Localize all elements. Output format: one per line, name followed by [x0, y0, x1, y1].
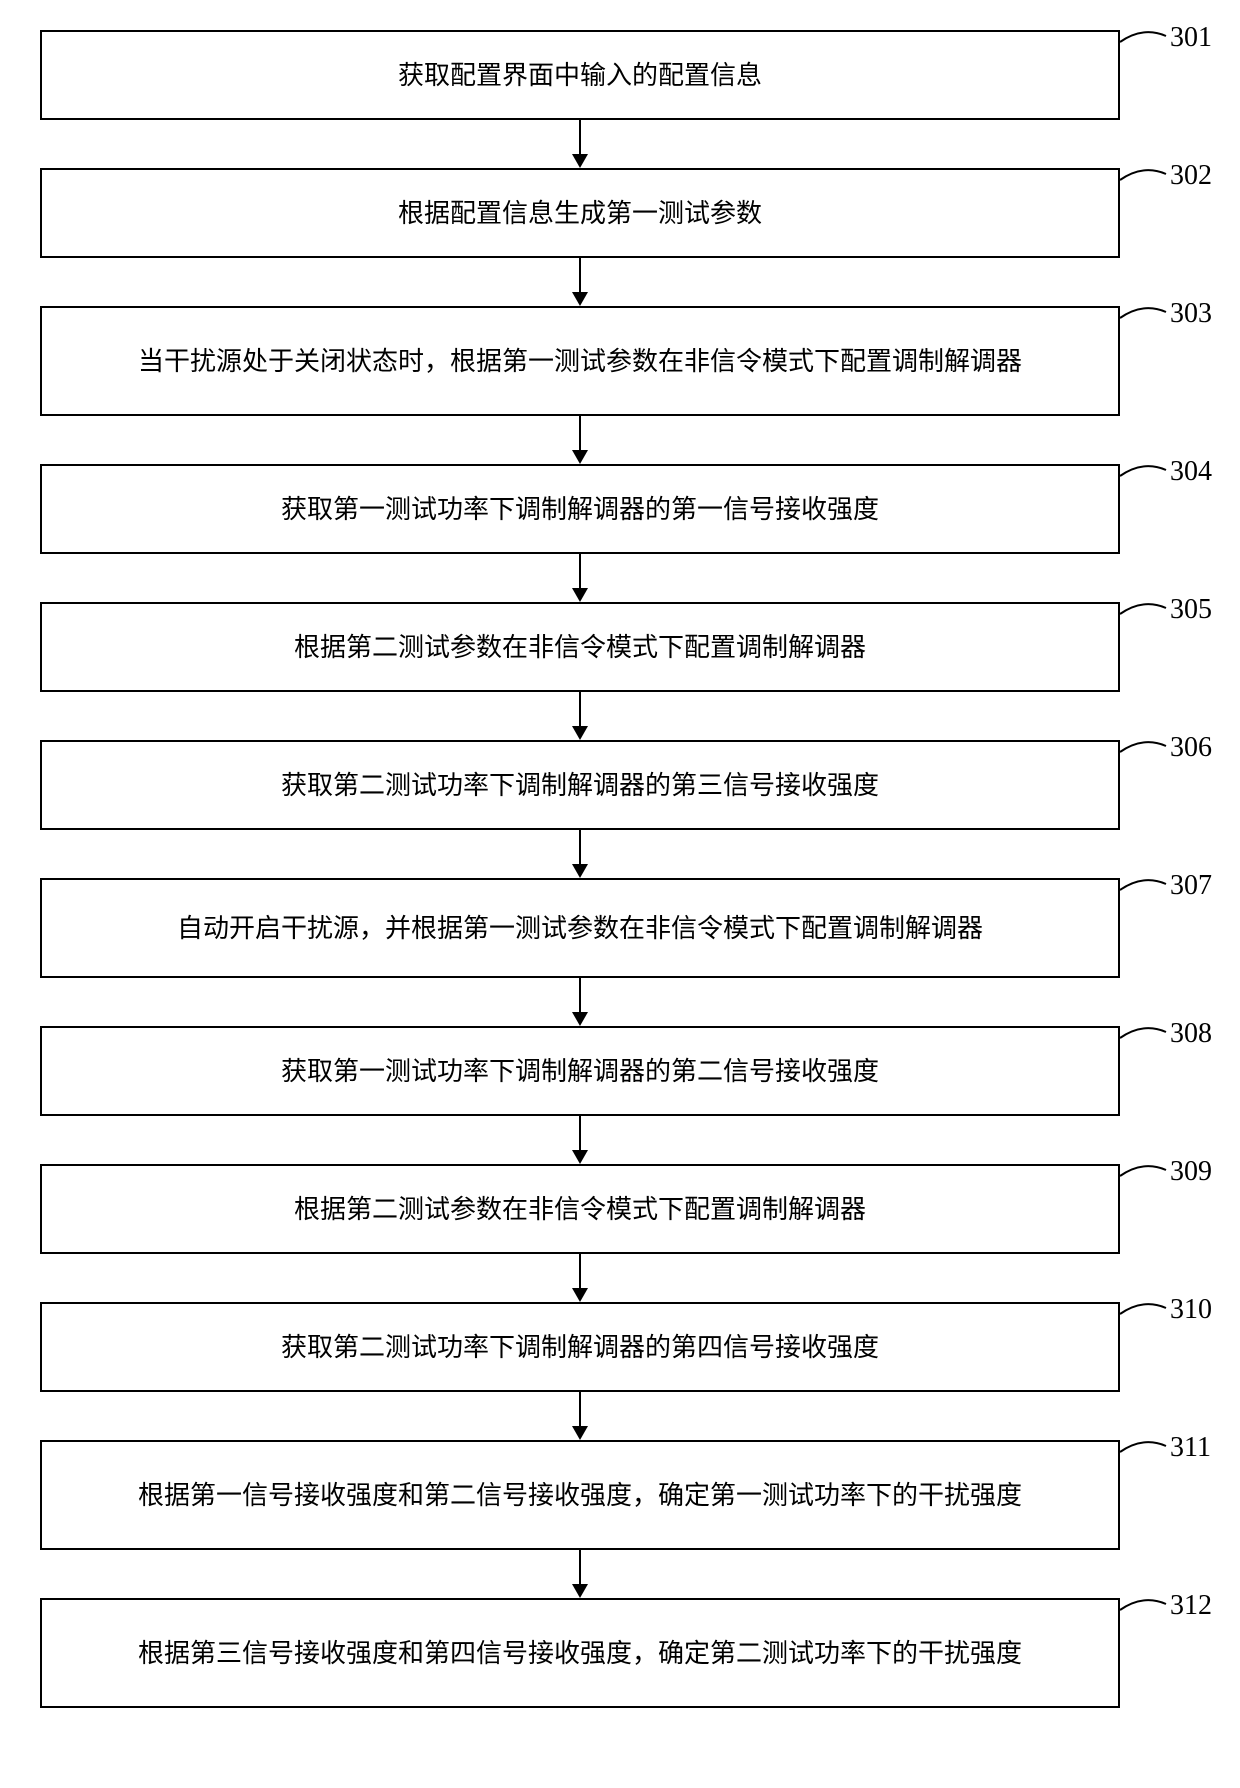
arrow-line — [579, 258, 581, 292]
arrow-head-icon — [572, 1150, 588, 1164]
flow-arrow-8 — [0, 1254, 1240, 1302]
flow-node-301: 获取配置界面中输入的配置信息 — [40, 30, 1120, 120]
arrow-head-icon — [572, 450, 588, 464]
flow-arrow-1 — [0, 258, 1240, 306]
leader-line-301 — [1118, 16, 1168, 62]
flow-node-text: 获取第一测试功率下调制解调器的第一信号接收强度 — [281, 490, 879, 529]
flow-arrow-5 — [0, 830, 1240, 878]
flow-arrow-10 — [0, 1550, 1240, 1598]
arrow-head-icon — [572, 154, 588, 168]
flow-arrow-7 — [0, 1116, 1240, 1164]
flow-node-text: 根据第二测试参数在非信令模式下配置调制解调器 — [294, 1190, 866, 1229]
flow-arrow-6 — [0, 978, 1240, 1026]
flow-node-308: 获取第一测试功率下调制解调器的第二信号接收强度 — [40, 1026, 1120, 1116]
flow-node-309: 根据第二测试参数在非信令模式下配置调制解调器 — [40, 1164, 1120, 1254]
arrow-head-icon — [572, 1012, 588, 1026]
flowchart-canvas: 获取配置界面中输入的配置信息301根据配置信息生成第一测试参数302当干扰源处于… — [0, 0, 1240, 1788]
flow-node-303: 当干扰源处于关闭状态时，根据第一测试参数在非信令模式下配置调制解调器 — [40, 306, 1120, 416]
arrow-head-icon — [572, 588, 588, 602]
arrow-head-icon — [572, 1426, 588, 1440]
flow-node-310: 获取第二测试功率下调制解调器的第四信号接收强度 — [40, 1302, 1120, 1392]
arrow-line — [579, 416, 581, 450]
arrow-line — [579, 1254, 581, 1288]
arrow-line — [579, 120, 581, 154]
arrow-line — [579, 554, 581, 588]
flow-node-text: 获取第一测试功率下调制解调器的第二信号接收强度 — [281, 1052, 879, 1091]
flow-node-312: 根据第三信号接收强度和第四信号接收强度，确定第二测试功率下的干扰强度 — [40, 1598, 1120, 1708]
flow-node-text: 获取配置界面中输入的配置信息 — [398, 56, 762, 95]
arrow-line — [579, 830, 581, 864]
flow-arrow-3 — [0, 554, 1240, 602]
arrow-line — [579, 1392, 581, 1426]
flow-node-text: 根据配置信息生成第一测试参数 — [398, 194, 762, 233]
arrow-line — [579, 1550, 581, 1584]
flow-node-label-301: 301 — [1170, 22, 1212, 54]
flow-node-text: 获取第二测试功率下调制解调器的第四信号接收强度 — [281, 1328, 879, 1367]
flow-node-text: 自动开启干扰源，并根据第一测试参数在非信令模式下配置调制解调器 — [177, 909, 983, 948]
flow-node-311: 根据第一信号接收强度和第二信号接收强度，确定第一测试功率下的干扰强度 — [40, 1440, 1120, 1550]
flow-arrow-0 — [0, 120, 1240, 168]
flow-arrow-2 — [0, 416, 1240, 464]
flow-node-text: 根据第三信号接收强度和第四信号接收强度，确定第二测试功率下的干扰强度 — [138, 1634, 1022, 1673]
flow-arrow-4 — [0, 692, 1240, 740]
flow-node-text: 根据第二测试参数在非信令模式下配置调制解调器 — [294, 628, 866, 667]
flow-node-text: 根据第一信号接收强度和第二信号接收强度，确定第一测试功率下的干扰强度 — [138, 1476, 1022, 1515]
flow-node-302: 根据配置信息生成第一测试参数 — [40, 168, 1120, 258]
flow-node-text: 获取第二测试功率下调制解调器的第三信号接收强度 — [281, 766, 879, 805]
flow-node-306: 获取第二测试功率下调制解调器的第三信号接收强度 — [40, 740, 1120, 830]
flow-arrow-9 — [0, 1392, 1240, 1440]
arrow-head-icon — [572, 726, 588, 740]
flow-node-307: 自动开启干扰源，并根据第一测试参数在非信令模式下配置调制解调器 — [40, 878, 1120, 978]
flow-node-304: 获取第一测试功率下调制解调器的第一信号接收强度 — [40, 464, 1120, 554]
arrow-head-icon — [572, 1584, 588, 1598]
arrow-line — [579, 1116, 581, 1150]
arrow-head-icon — [572, 864, 588, 878]
flow-node-text: 当干扰源处于关闭状态时，根据第一测试参数在非信令模式下配置调制解调器 — [138, 342, 1022, 381]
arrow-head-icon — [572, 292, 588, 306]
arrow-head-icon — [572, 1288, 588, 1302]
flow-node-305: 根据第二测试参数在非信令模式下配置调制解调器 — [40, 602, 1120, 692]
arrow-line — [579, 978, 581, 1012]
arrow-line — [579, 692, 581, 726]
